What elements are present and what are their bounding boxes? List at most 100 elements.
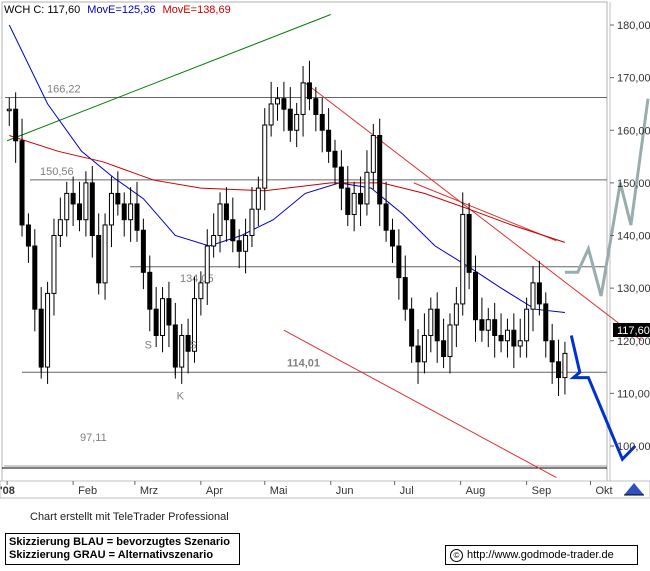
price-bar-body: [89, 182, 95, 236]
price-bar-body: [51, 235, 57, 294]
price-bar-body: [498, 334, 504, 342]
chart-credit: Chart erstellt mit TeleTrader Profession…: [30, 511, 229, 523]
price-bar-body: [345, 187, 351, 215]
price-bar-body: [287, 108, 293, 131]
price-bar-body: [549, 340, 555, 363]
price-bar-body: [217, 203, 223, 237]
price-bar-body: [466, 213, 472, 273]
price-bar-body: [326, 129, 332, 152]
x-tick-label: Aug: [466, 485, 486, 497]
price-bar-body: [32, 245, 38, 310]
price-bar-body: [511, 329, 517, 347]
y-tick-label: 150,00: [617, 178, 650, 190]
price-bar-body: [434, 308, 440, 342]
price-bar-body: [294, 113, 300, 131]
price-bar-body: [441, 340, 447, 358]
price-bar-body: [83, 182, 89, 221]
price-bar-body: [204, 245, 210, 284]
x-tick-label: '08: [0, 485, 15, 497]
price-bar-body: [96, 235, 102, 284]
price-bar-body: [140, 229, 146, 273]
y-axis-ticks: 100,00 110,00 120,00 130,00 140,00 150,00 160,…: [610, 20, 650, 453]
price-bar-body: [249, 208, 255, 236]
price-bar-body: [447, 324, 453, 358]
scenario-grey-line: [564, 98, 650, 297]
trendlines: [6, 14, 642, 479]
price-bar-body: [504, 329, 510, 342]
price-bar-body: [364, 171, 370, 205]
price-bar-body: [396, 245, 402, 279]
legend-blue: Skizzierung BLAU = bevorzugtes Szenario: [9, 536, 230, 548]
y-tick-label: 120,00: [617, 336, 650, 348]
ma-red-label: MovE=138,69: [163, 4, 231, 16]
price-bar-body: [351, 192, 357, 215]
x-tick-label: Jul: [400, 485, 414, 497]
scroll-up-icon[interactable]: [624, 483, 644, 495]
price-bar-body: [536, 282, 542, 305]
trendline-channel-upper: [304, 82, 642, 342]
price-bar-body: [236, 240, 242, 252]
scenario-sketches: [564, 98, 650, 462]
price-bar-body: [134, 203, 140, 231]
price-bar-body: [166, 298, 172, 326]
price-bar-body: [255, 187, 261, 210]
x-tick-label: Feb: [78, 485, 97, 497]
price-bar-body: [45, 292, 51, 368]
price-bar-body: [121, 203, 127, 221]
price-bar-body: [185, 334, 191, 352]
price-bar-body: [306, 82, 312, 100]
price-bar-body: [479, 319, 485, 331]
price-bar-body: [160, 298, 166, 336]
price-bar-body: [147, 271, 153, 310]
x-tick-label: Mrz: [140, 485, 158, 497]
price-bar-body: [281, 98, 287, 110]
price-bar-body: [108, 192, 114, 226]
price-bar-body: [428, 308, 434, 336]
price-bar-body: [409, 308, 415, 347]
price-bar-body: [383, 203, 389, 231]
price-bar-body: [268, 103, 274, 126]
price-bar-body: [223, 203, 229, 221]
price-bar-body: [191, 298, 197, 352]
source-url[interactable]: http://www.godmode-trader.de: [467, 549, 614, 561]
price-bar-body: [243, 235, 249, 252]
source-url-box[interactable]: © http://www.godmode-trader.de: [445, 545, 638, 565]
price-bar-body: [57, 219, 63, 236]
legend-grey: Skizzierung GRAU = Alternativszenario: [9, 549, 214, 561]
price-bar-body: [402, 277, 408, 310]
price-bar-body: [19, 140, 25, 226]
pattern-annotations: S K S: [145, 340, 197, 403]
price-bar-body: [313, 98, 319, 115]
price-bar-body: [358, 192, 364, 205]
price-bar-body: [13, 108, 19, 142]
level-label: 166,22: [47, 84, 81, 96]
price-bar-body: [230, 219, 236, 242]
price-bar-body: [70, 192, 76, 205]
price-bar-body: [460, 213, 466, 305]
level-label: 114,01: [287, 357, 320, 369]
price-bar-body: [319, 113, 325, 131]
ma-blue-label: MovE=125,36: [87, 4, 155, 16]
price-bar-body: [128, 203, 134, 221]
x-tick-label: Sep: [532, 485, 552, 497]
x-axis-ticks: '08 Feb Mrz Apr Mai Jun Jul Aug Sep Okt: [0, 481, 613, 497]
y-tick-label: 170,00: [617, 73, 650, 85]
scenario-blue-line: [569, 335, 637, 462]
y-tick-label: 130,00: [617, 283, 650, 295]
price-bar-body: [153, 308, 159, 336]
price-bar-body: [275, 98, 281, 105]
price-bar-body: [115, 192, 121, 205]
level-label: 150,56: [40, 166, 74, 178]
price-bar-body: [198, 282, 204, 300]
price-bar-body: [179, 334, 185, 368]
symbol-quote: WCH C: 117,60: [4, 4, 80, 16]
y-tick-label: 140,00: [617, 231, 650, 243]
y-tick-label: 110,00: [617, 388, 650, 400]
header-text: WCH C: 117,60 MovE=125,36 MovE=138,69: [4, 4, 231, 16]
price-bar-body: [64, 192, 70, 221]
last-price-label: 117,60: [617, 325, 650, 337]
level-label: 97,11: [80, 432, 107, 444]
price-bar-body: [517, 340, 523, 347]
price-bar-body: [543, 303, 549, 342]
